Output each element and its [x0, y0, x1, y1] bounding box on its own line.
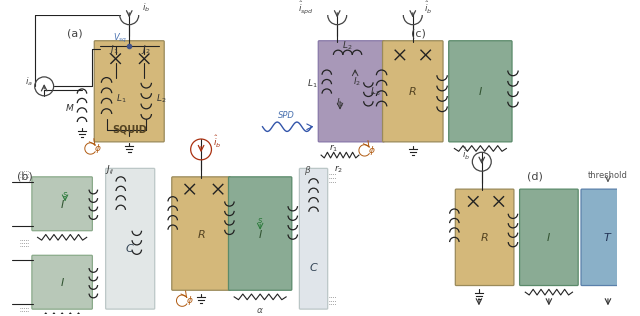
Text: $i_a$: $i_a$	[25, 75, 33, 88]
Text: $\phi$: $\phi$	[94, 142, 102, 155]
Text: $C$: $C$	[125, 242, 135, 254]
Text: $L_3$: $L_3$	[371, 86, 381, 98]
Text: $L_2$: $L_2$	[156, 92, 166, 105]
Text: $R$: $R$	[480, 231, 489, 243]
Text: $I_2$: $I_2$	[353, 75, 361, 88]
Text: $J_1$: $J_1$	[109, 43, 118, 56]
Text: $\alpha$: $\alpha$	[256, 306, 264, 315]
Text: $\hat{i}_{spd}$: $\hat{i}_{spd}$	[298, 0, 314, 16]
Text: (a): (a)	[67, 28, 83, 39]
Text: threshold: threshold	[588, 171, 628, 180]
FancyBboxPatch shape	[449, 41, 512, 142]
Text: $L_2$: $L_2$	[342, 39, 353, 52]
FancyBboxPatch shape	[94, 41, 164, 142]
FancyBboxPatch shape	[172, 177, 230, 290]
FancyBboxPatch shape	[318, 41, 385, 142]
Text: $T$: $T$	[603, 231, 612, 243]
FancyBboxPatch shape	[455, 189, 514, 286]
Text: (c): (c)	[411, 28, 426, 39]
Text: $J_{ij}$: $J_{ij}$	[105, 164, 115, 177]
Text: SPD: SPD	[278, 111, 294, 120]
FancyBboxPatch shape	[32, 255, 92, 309]
Text: $i_b$: $i_b$	[141, 1, 150, 14]
Text: $L_1$: $L_1$	[116, 92, 127, 105]
Text: $C$: $C$	[308, 260, 319, 272]
Text: $J_2$: $J_2$	[141, 43, 151, 56]
Text: $r_2$: $r_2$	[333, 163, 342, 175]
Text: $\phi$: $\phi$	[369, 144, 376, 157]
Text: $r_1$: $r_1$	[329, 143, 338, 154]
Text: $s$: $s$	[257, 216, 263, 225]
Text: $I$: $I$	[60, 198, 65, 210]
FancyBboxPatch shape	[228, 177, 292, 290]
FancyBboxPatch shape	[106, 168, 155, 309]
Text: $I_1$: $I_1$	[336, 97, 344, 109]
FancyBboxPatch shape	[300, 168, 328, 309]
Text: $I$: $I$	[478, 85, 483, 97]
Text: $R$: $R$	[196, 228, 205, 240]
Text: $V_{sq}$: $V_{sq}$	[113, 32, 127, 46]
Text: $R$: $R$	[408, 85, 417, 97]
Text: $\hat{i}_b$: $\hat{i}_b$	[424, 0, 433, 16]
Text: $I$: $I$	[60, 276, 65, 288]
FancyBboxPatch shape	[581, 189, 635, 286]
Text: $s$: $s$	[62, 190, 68, 199]
Text: SQUID: SQUID	[112, 125, 147, 135]
Text: $\beta$: $\beta$	[304, 164, 312, 177]
FancyBboxPatch shape	[32, 177, 92, 231]
Text: $I$: $I$	[547, 231, 552, 243]
FancyBboxPatch shape	[383, 41, 443, 142]
Text: $\hat{i}_b$: $\hat{i}_b$	[462, 146, 470, 162]
Text: $I$: $I$	[258, 228, 262, 240]
Text: (d): (d)	[527, 171, 543, 181]
Text: $\phi$: $\phi$	[186, 294, 193, 307]
Text: $L_1$: $L_1$	[307, 78, 317, 90]
Text: (b): (b)	[17, 171, 33, 181]
Text: $\hat{i}_b$: $\hat{i}_b$	[213, 134, 221, 150]
Text: $M$: $M$	[65, 102, 74, 113]
FancyBboxPatch shape	[520, 189, 578, 286]
